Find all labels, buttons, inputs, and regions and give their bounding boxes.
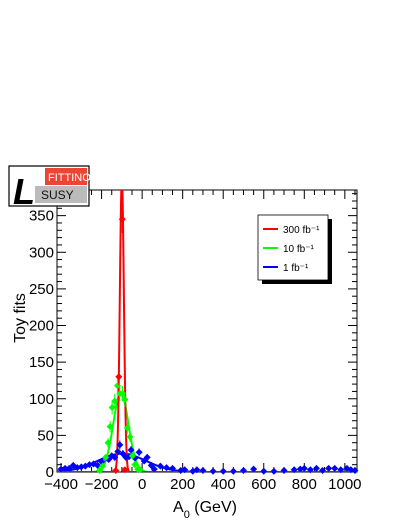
data-point (106, 423, 114, 431)
data-point (219, 467, 227, 475)
data-point (239, 467, 247, 475)
logo-red-band (45, 168, 87, 185)
data-point (193, 466, 201, 474)
data-point (169, 464, 177, 472)
legend-label: 1 fb⁻¹ (283, 263, 309, 274)
data-point (150, 465, 158, 473)
data-point (96, 467, 104, 475)
x-tick-label: −400 (44, 476, 78, 493)
x-tick-label: 1000 (328, 476, 361, 493)
data-point (270, 467, 278, 475)
data-point (108, 404, 116, 412)
data-point (112, 467, 120, 475)
x-tick-label: 200 (170, 476, 195, 493)
axis-tick-labels: −400 −200 0 200 400 600 800 1000 0 50 100 150 200 250… (29, 208, 362, 493)
data-point (319, 467, 327, 475)
data-point (143, 453, 151, 461)
data-point (116, 441, 124, 449)
legend: 300 fb⁻¹ 10 fb⁻¹ 1 fb⁻¹ (257, 214, 332, 284)
data-point (94, 461, 102, 469)
y-tick-label: 50 (37, 427, 54, 444)
data-points (57, 205, 359, 475)
data-point (312, 464, 320, 472)
data-point (351, 467, 359, 475)
data-point (300, 464, 308, 472)
legend-label: 10 fb⁻¹ (283, 244, 315, 255)
data-point (123, 424, 131, 432)
data-point (181, 466, 189, 474)
data-point (121, 395, 129, 403)
data-point (111, 397, 119, 405)
y-tick-label: 100 (29, 391, 54, 408)
data-point (121, 466, 129, 474)
x-axis-title: A0 (GeV) (173, 499, 237, 521)
data-point (135, 448, 143, 456)
data-point (250, 465, 258, 473)
logo-word-susy: SUSY (41, 188, 74, 202)
logo-grey-band (35, 186, 87, 203)
x-tick-label: 800 (292, 476, 317, 493)
data-point (280, 467, 288, 475)
y-tick-label: 350 (29, 208, 54, 225)
data-point (199, 467, 207, 475)
data-point (118, 390, 126, 398)
data-point (209, 467, 217, 475)
y-tick-label: 250 (29, 281, 54, 298)
legend-label: 300 fb⁻¹ (283, 225, 320, 236)
fittino-susy-logo: L FITTINO SUSY (8, 165, 91, 212)
data-point (111, 453, 119, 461)
data-point (136, 466, 144, 474)
data-point (61, 464, 69, 472)
data-point (127, 446, 135, 454)
y-tick-label: 150 (29, 354, 54, 371)
data-point (115, 373, 123, 381)
y-tick-label: 200 (29, 318, 54, 335)
data-point (331, 464, 339, 472)
x-tick-label: 0 (138, 476, 146, 493)
data-point (229, 467, 237, 475)
data-point (126, 433, 134, 441)
x-tick-label: 400 (211, 476, 236, 493)
data-point (156, 462, 164, 470)
data-point (290, 466, 298, 474)
logo-script-letter: L (13, 171, 35, 212)
logo-word-fittino: FITTINO (48, 172, 91, 184)
x-tick-label: −200 (85, 476, 119, 493)
data-point (260, 467, 268, 475)
data-point (306, 466, 314, 474)
y-axis-title: Toy fits (12, 293, 29, 343)
data-point (325, 464, 333, 472)
data-point (128, 452, 136, 460)
x-tick-label: 600 (251, 476, 276, 493)
y-tick-label: 300 (29, 244, 54, 261)
data-point (162, 464, 170, 472)
data-point (337, 466, 345, 474)
data-point (114, 447, 122, 455)
data-point (99, 462, 107, 470)
data-point (102, 453, 110, 461)
data-point (131, 461, 139, 469)
data-point (104, 439, 112, 447)
y-tick-label: 0 (46, 464, 54, 481)
data-point (118, 215, 126, 223)
